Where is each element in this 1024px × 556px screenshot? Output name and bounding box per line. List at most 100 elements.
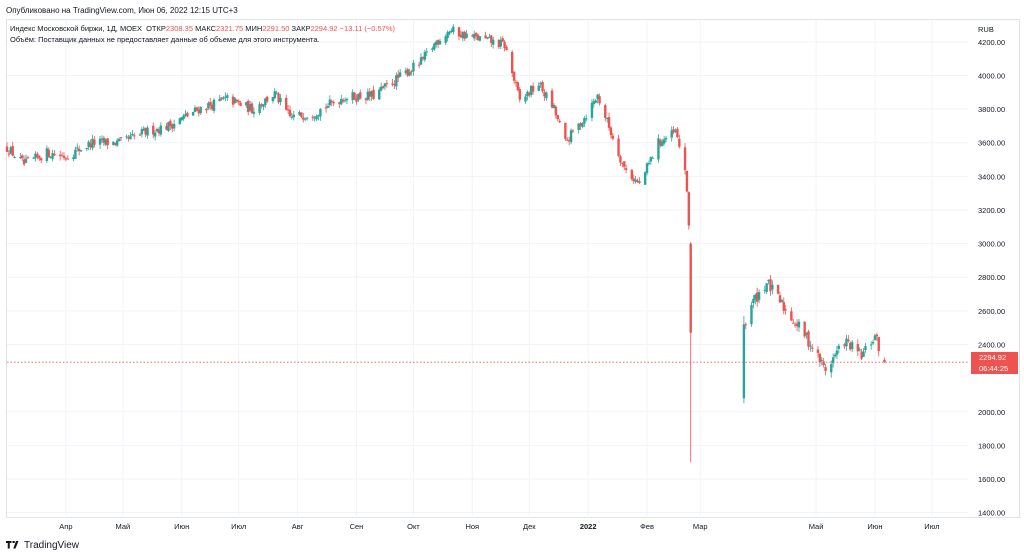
candle-body: [569, 130, 573, 143]
candle: [421, 56, 425, 61]
candle-body: [199, 107, 202, 114]
candle-body: [417, 64, 421, 66]
time-tick-label: Сен: [350, 522, 364, 531]
candle-body: [47, 149, 50, 158]
candle-body: [311, 116, 314, 118]
candle: [5, 142, 9, 153]
candle-body: [262, 104, 265, 107]
candle-body: [153, 132, 157, 137]
candle-body: [585, 118, 588, 120]
candle-body: [438, 40, 442, 45]
brand-name: TradingView: [24, 539, 80, 551]
candle-body: [803, 321, 806, 337]
candle: [750, 301, 753, 327]
candle: [87, 140, 90, 151]
candle-body: [391, 83, 394, 85]
candle: [790, 307, 793, 321]
candle: [419, 53, 423, 66]
candle-body: [260, 104, 263, 106]
candle: [169, 119, 172, 130]
price-tick-label: 2000.00: [978, 408, 1005, 417]
candle: [742, 315, 746, 404]
candle: [142, 126, 145, 132]
currency-label[interactable]: RUB: [978, 25, 994, 34]
candle-body: [235, 99, 239, 102]
candle: [528, 91, 531, 98]
candle-body: [140, 129, 144, 135]
candle-body: [824, 367, 827, 371]
candle-body: [594, 100, 597, 103]
candle-body: [39, 158, 43, 161]
candle: [11, 141, 14, 157]
candle-body: [351, 92, 354, 101]
candle: [769, 275, 772, 296]
candle: [85, 147, 88, 152]
chart-frame[interactable]: [6, 19, 1020, 518]
candle-body: [184, 113, 187, 116]
candle-body: [784, 309, 787, 311]
candle: [197, 106, 201, 117]
candle-body: [277, 93, 280, 103]
candles: [5, 24, 886, 463]
candle: [127, 134, 130, 142]
candle: [159, 122, 163, 137]
candle: [792, 318, 795, 324]
candle-body: [182, 115, 185, 119]
price-tick-label: 1600.00: [978, 475, 1005, 484]
candle-body: [883, 359, 886, 363]
candle: [767, 279, 770, 285]
candle-body: [315, 115, 318, 120]
candle: [220, 97, 223, 101]
candle: [239, 100, 242, 107]
candle-body: [847, 339, 850, 342]
candle-body: [486, 37, 489, 39]
candle: [210, 101, 214, 111]
candle-body: [843, 344, 846, 347]
candle-body: [237, 100, 240, 103]
candle-body: [284, 97, 288, 110]
candle-body: [672, 129, 675, 133]
candle-body: [649, 157, 653, 162]
candle-body: [571, 130, 575, 132]
high-label: МАКС: [195, 24, 217, 33]
candle: [353, 91, 356, 101]
candle: [539, 81, 542, 89]
candle-body: [484, 35, 487, 39]
candle: [531, 82, 535, 95]
candle-body: [345, 98, 349, 101]
candle-body: [231, 96, 235, 105]
candle: [664, 136, 668, 143]
candle-body: [763, 289, 766, 291]
last-price-tag: 2294.92 06:44:25: [971, 352, 1018, 374]
candle: [457, 26, 461, 41]
candle: [831, 353, 835, 368]
candle-body: [265, 96, 269, 102]
candle: [676, 126, 679, 138]
candle: [550, 88, 554, 109]
candle: [647, 160, 651, 166]
candle-body: [279, 97, 282, 103]
candle: [809, 340, 812, 352]
candle: [64, 157, 68, 162]
candle-body: [765, 283, 768, 292]
candle: [341, 97, 345, 103]
candle-body: [410, 71, 413, 73]
candle-body: [689, 243, 692, 333]
candle: [32, 156, 35, 159]
price-tick-label: 3000.00: [978, 240, 1005, 249]
candle-body: [822, 361, 825, 365]
candle: [406, 67, 409, 77]
candle-body: [332, 101, 335, 104]
candle-body: [647, 162, 651, 164]
candle: [195, 107, 199, 112]
candle-body: [607, 117, 611, 128]
candle-body: [816, 349, 820, 354]
candle: [66, 155, 69, 160]
candle: [566, 137, 569, 142]
candle: [687, 191, 691, 230]
candle: [140, 126, 144, 138]
candle: [850, 340, 854, 353]
candle: [77, 145, 81, 156]
footer-brand[interactable]: TradingView: [6, 538, 79, 552]
